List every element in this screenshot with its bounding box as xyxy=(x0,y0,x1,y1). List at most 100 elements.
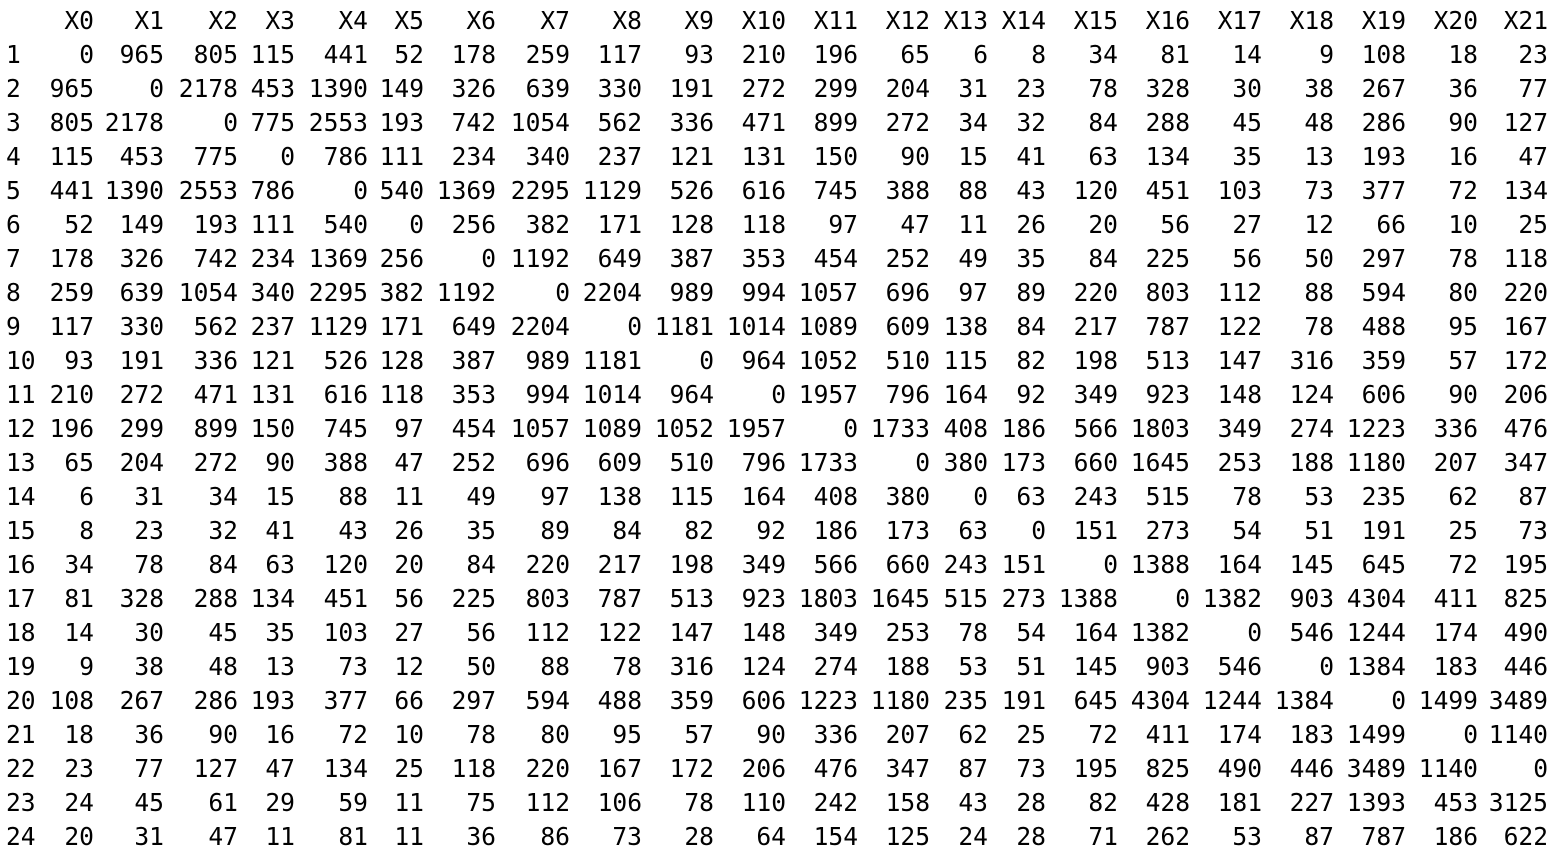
table-cell: 16 xyxy=(265,720,295,749)
table-cell: 23 xyxy=(1518,40,1548,69)
column-header: X1 xyxy=(134,6,164,35)
table-cell: 566 xyxy=(1073,414,1118,443)
table-cell: 115 xyxy=(943,346,988,375)
table-cell: 193 xyxy=(1361,142,1406,171)
table-cell: 453 xyxy=(1433,788,1478,817)
column-header: X10 xyxy=(741,6,786,35)
table-cell: 454 xyxy=(451,414,496,443)
table-cell: 181 xyxy=(1217,788,1262,817)
table-row: 19 9 38 48 13 73 12 50 88 78 316 124 274 188 53 51 145 90… xyxy=(0,650,1560,684)
table-cell: 645 xyxy=(1073,686,1118,715)
table-row: 24 20 31 47 11 81 11 36 86 73 28 64 154 125 24 28 71 262 5… xyxy=(0,820,1560,854)
table-cell: 649 xyxy=(597,244,642,273)
table-cell: 6 xyxy=(79,482,94,511)
table-cell: 562 xyxy=(193,312,238,341)
table-row: 14 6 31 34 15 88 11 49 97 138 115 164 408 380 0 63 243 51… xyxy=(0,480,1560,514)
table-cell: 225 xyxy=(451,584,496,613)
table-cell: 923 xyxy=(1145,380,1190,409)
table-cell: 274 xyxy=(813,652,858,681)
table-cell: 31 xyxy=(958,74,988,103)
column-header: X17 xyxy=(1217,6,1262,35)
table-cell: 97 xyxy=(828,210,858,239)
table-cell: 186 xyxy=(813,516,858,545)
table-cell: 380 xyxy=(943,448,988,477)
table-cell: 622 xyxy=(1503,822,1548,851)
table-cell: 253 xyxy=(885,618,930,647)
table-cell: 217 xyxy=(597,550,642,579)
table-cell: 36 xyxy=(134,720,164,749)
table-cell: 52 xyxy=(64,210,94,239)
table-cell: 9 xyxy=(1319,40,1334,69)
table-cell: 191 xyxy=(1361,516,1406,545)
table-cell: 78 xyxy=(134,550,164,579)
table-cell: 272 xyxy=(119,380,164,409)
table-cell: 53 xyxy=(958,652,988,681)
table-cell: 66 xyxy=(1376,210,1406,239)
table-cell: 382 xyxy=(525,210,570,239)
table-cell: 118 xyxy=(379,380,424,409)
table-cell: 13 xyxy=(265,652,295,681)
table-cell: 38 xyxy=(1304,74,1334,103)
table-row: 13 65 204 272 90 388 47 252 696 609 510 796 1733 0 380… xyxy=(0,446,1560,480)
table-cell: 340 xyxy=(525,142,570,171)
column-header: X13 xyxy=(943,6,988,35)
table-cell: 66 xyxy=(394,686,424,715)
table-cell: 513 xyxy=(669,584,714,613)
row-name: 17 xyxy=(6,584,36,613)
column-header: X11 xyxy=(813,6,858,35)
table-cell: 151 xyxy=(1001,550,1046,579)
table-cell: 148 xyxy=(1217,380,1262,409)
table-cell: 106 xyxy=(597,788,642,817)
table-cell: 380 xyxy=(885,482,930,511)
table-cell: 964 xyxy=(741,346,786,375)
table-cell: 35 xyxy=(466,516,496,545)
table-cell: 90 xyxy=(1448,380,1478,409)
table-cell: 965 xyxy=(119,40,164,69)
table-cell: 1129 xyxy=(582,176,642,205)
table-cell: 183 xyxy=(1433,652,1478,681)
table-cell: 62 xyxy=(958,720,988,749)
table-cell: 134 xyxy=(1145,142,1190,171)
table-cell: 131 xyxy=(250,380,295,409)
table-cell: 787 xyxy=(597,584,642,613)
table-cell: 243 xyxy=(943,550,988,579)
table-row: 12 196 299 899 150 745 97 454 1057 1089 1052 1957 0 1… xyxy=(0,412,1560,446)
table-cell: 25 xyxy=(1518,210,1548,239)
table-cell: 476 xyxy=(1503,414,1548,443)
table-row: 16 34 78 84 63 120 20 84 220 217 198 349 566 660 243 15… xyxy=(0,548,1560,582)
table-cell: 30 xyxy=(134,618,164,647)
table-cell: 1388 xyxy=(1058,584,1118,613)
row-name: 10 xyxy=(6,346,36,375)
table-cell: 411 xyxy=(1145,720,1190,749)
table-cell: 111 xyxy=(250,210,295,239)
table-cell: 252 xyxy=(885,244,930,273)
table-cell: 28 xyxy=(684,822,714,851)
table-cell: 56 xyxy=(1160,210,1190,239)
table-cell: 174 xyxy=(1217,720,1262,749)
table-cell: 128 xyxy=(669,210,714,239)
table-cell: 118 xyxy=(451,754,496,783)
table-cell: 127 xyxy=(193,754,238,783)
table-cell: 1803 xyxy=(798,584,858,613)
table-cell: 50 xyxy=(1304,244,1334,273)
table-cell: 220 xyxy=(525,754,570,783)
table-cell: 93 xyxy=(64,346,94,375)
table-cell: 52 xyxy=(394,40,424,69)
row-name: 5 xyxy=(6,176,21,205)
table-cell: 349 xyxy=(1217,414,1262,443)
table-cell: 82 xyxy=(1088,788,1118,817)
table-cell: 349 xyxy=(741,550,786,579)
table-row: 1 0 965 805 115 441 52 178 259 117 93 210 196 65 6 8 34 8… xyxy=(0,38,1560,72)
table-cell: 546 xyxy=(1217,652,1262,681)
table-cell: 45 xyxy=(1232,108,1262,137)
table-cell: 78 xyxy=(612,652,642,681)
table-cell: 47 xyxy=(394,448,424,477)
table-cell: 84 xyxy=(1016,312,1046,341)
table-cell: 1382 xyxy=(1202,584,1262,613)
table-cell: 204 xyxy=(885,74,930,103)
table-cell: 1369 xyxy=(308,244,368,273)
table-row: 9 117 330 562 237 1129 171 649 2204 0 1181 1014 1089… xyxy=(0,310,1560,344)
table-cell: 515 xyxy=(1145,482,1190,511)
table-cell: 158 xyxy=(885,788,930,817)
table-cell: 57 xyxy=(1448,346,1478,375)
